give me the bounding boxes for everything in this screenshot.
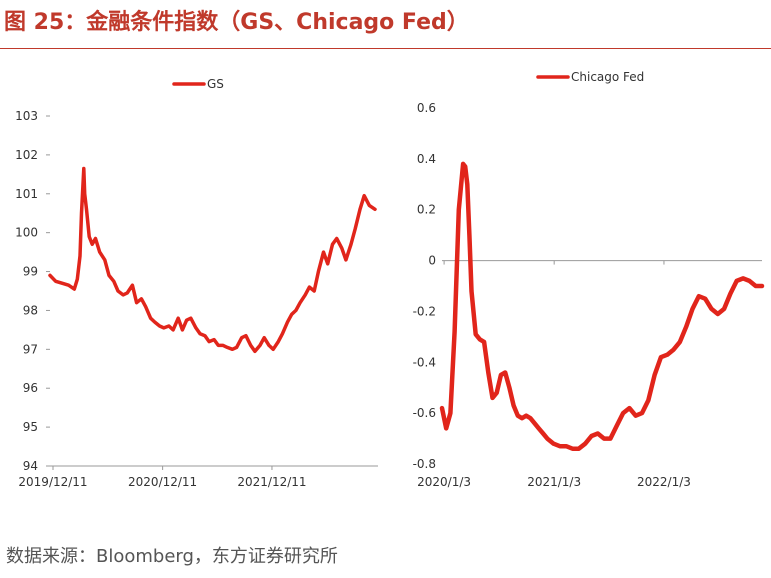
chicago-series-line — [439, 161, 765, 451]
chicago-y-tick-label: 0 — [428, 254, 436, 268]
chicago-y-tick-label: 0.4 — [417, 152, 436, 166]
gs-y-tick-label: 96 — [23, 381, 38, 395]
chicago-y-tick-label: 0.6 — [417, 101, 436, 115]
gs-y-tick-label: 99 — [23, 265, 38, 279]
gs-y-tick-label: 94 — [23, 459, 38, 473]
figure-title: 图 25：金融条件指数（GS、Chicago Fed） — [4, 10, 469, 35]
chicago-x-tick-label: 2022/1/3 — [637, 475, 691, 489]
gs-y-tick-label: 95 — [23, 420, 38, 434]
data-source: 数据来源：Bloomberg，东方证券研究所 — [6, 546, 338, 567]
chicago-y-tick-label: -0.2 — [413, 304, 436, 318]
gs-legend: GS — [172, 77, 224, 91]
gs-legend-label: GS — [207, 77, 224, 91]
chicago-y-tick-label: -0.8 — [413, 457, 436, 471]
gs-x-tick-label: 2020/12/11 — [128, 475, 197, 489]
gs-y-tick-label: 102 — [15, 148, 38, 162]
chicago-y-tick-label: -0.6 — [413, 406, 436, 420]
gs-x-tick-label: 2021/12/11 — [237, 475, 306, 489]
gs-chart: GS 103 102 101 100 99 98 97 96 95 94 2019/12/11 2020… — [15, 77, 378, 489]
gs-series-line — [48, 166, 377, 354]
gs-y-tick-label: 101 — [15, 187, 38, 201]
figure-header: 图 25：金融条件指数（GS、Chicago Fed） — [0, 0, 771, 49]
chicago-y-tick-label: -0.4 — [413, 355, 436, 369]
chicago-y-tick-label: 0.2 — [417, 203, 436, 217]
gs-y-tick-label: 100 — [15, 226, 38, 240]
chicago-x-tick-label: 2021/1/3 — [527, 475, 581, 489]
chicago-legend-label: Chicago Fed — [571, 70, 644, 84]
gs-y-tick-label: 103 — [15, 109, 38, 123]
chicago-fed-chart: Chicago Fed 0.6 0.4 0.2 0 -0.2 -0.4 -0.6 -0.8 202… — [413, 70, 765, 489]
gs-y-tick-label: 98 — [23, 303, 38, 317]
gs-x-tick-label: 2019/12/11 — [18, 475, 87, 489]
chicago-x-tick-label: 2020/1/3 — [417, 475, 471, 489]
chicago-legend: Chicago Fed — [536, 70, 644, 84]
gs-y-tick-label: 97 — [23, 342, 38, 356]
